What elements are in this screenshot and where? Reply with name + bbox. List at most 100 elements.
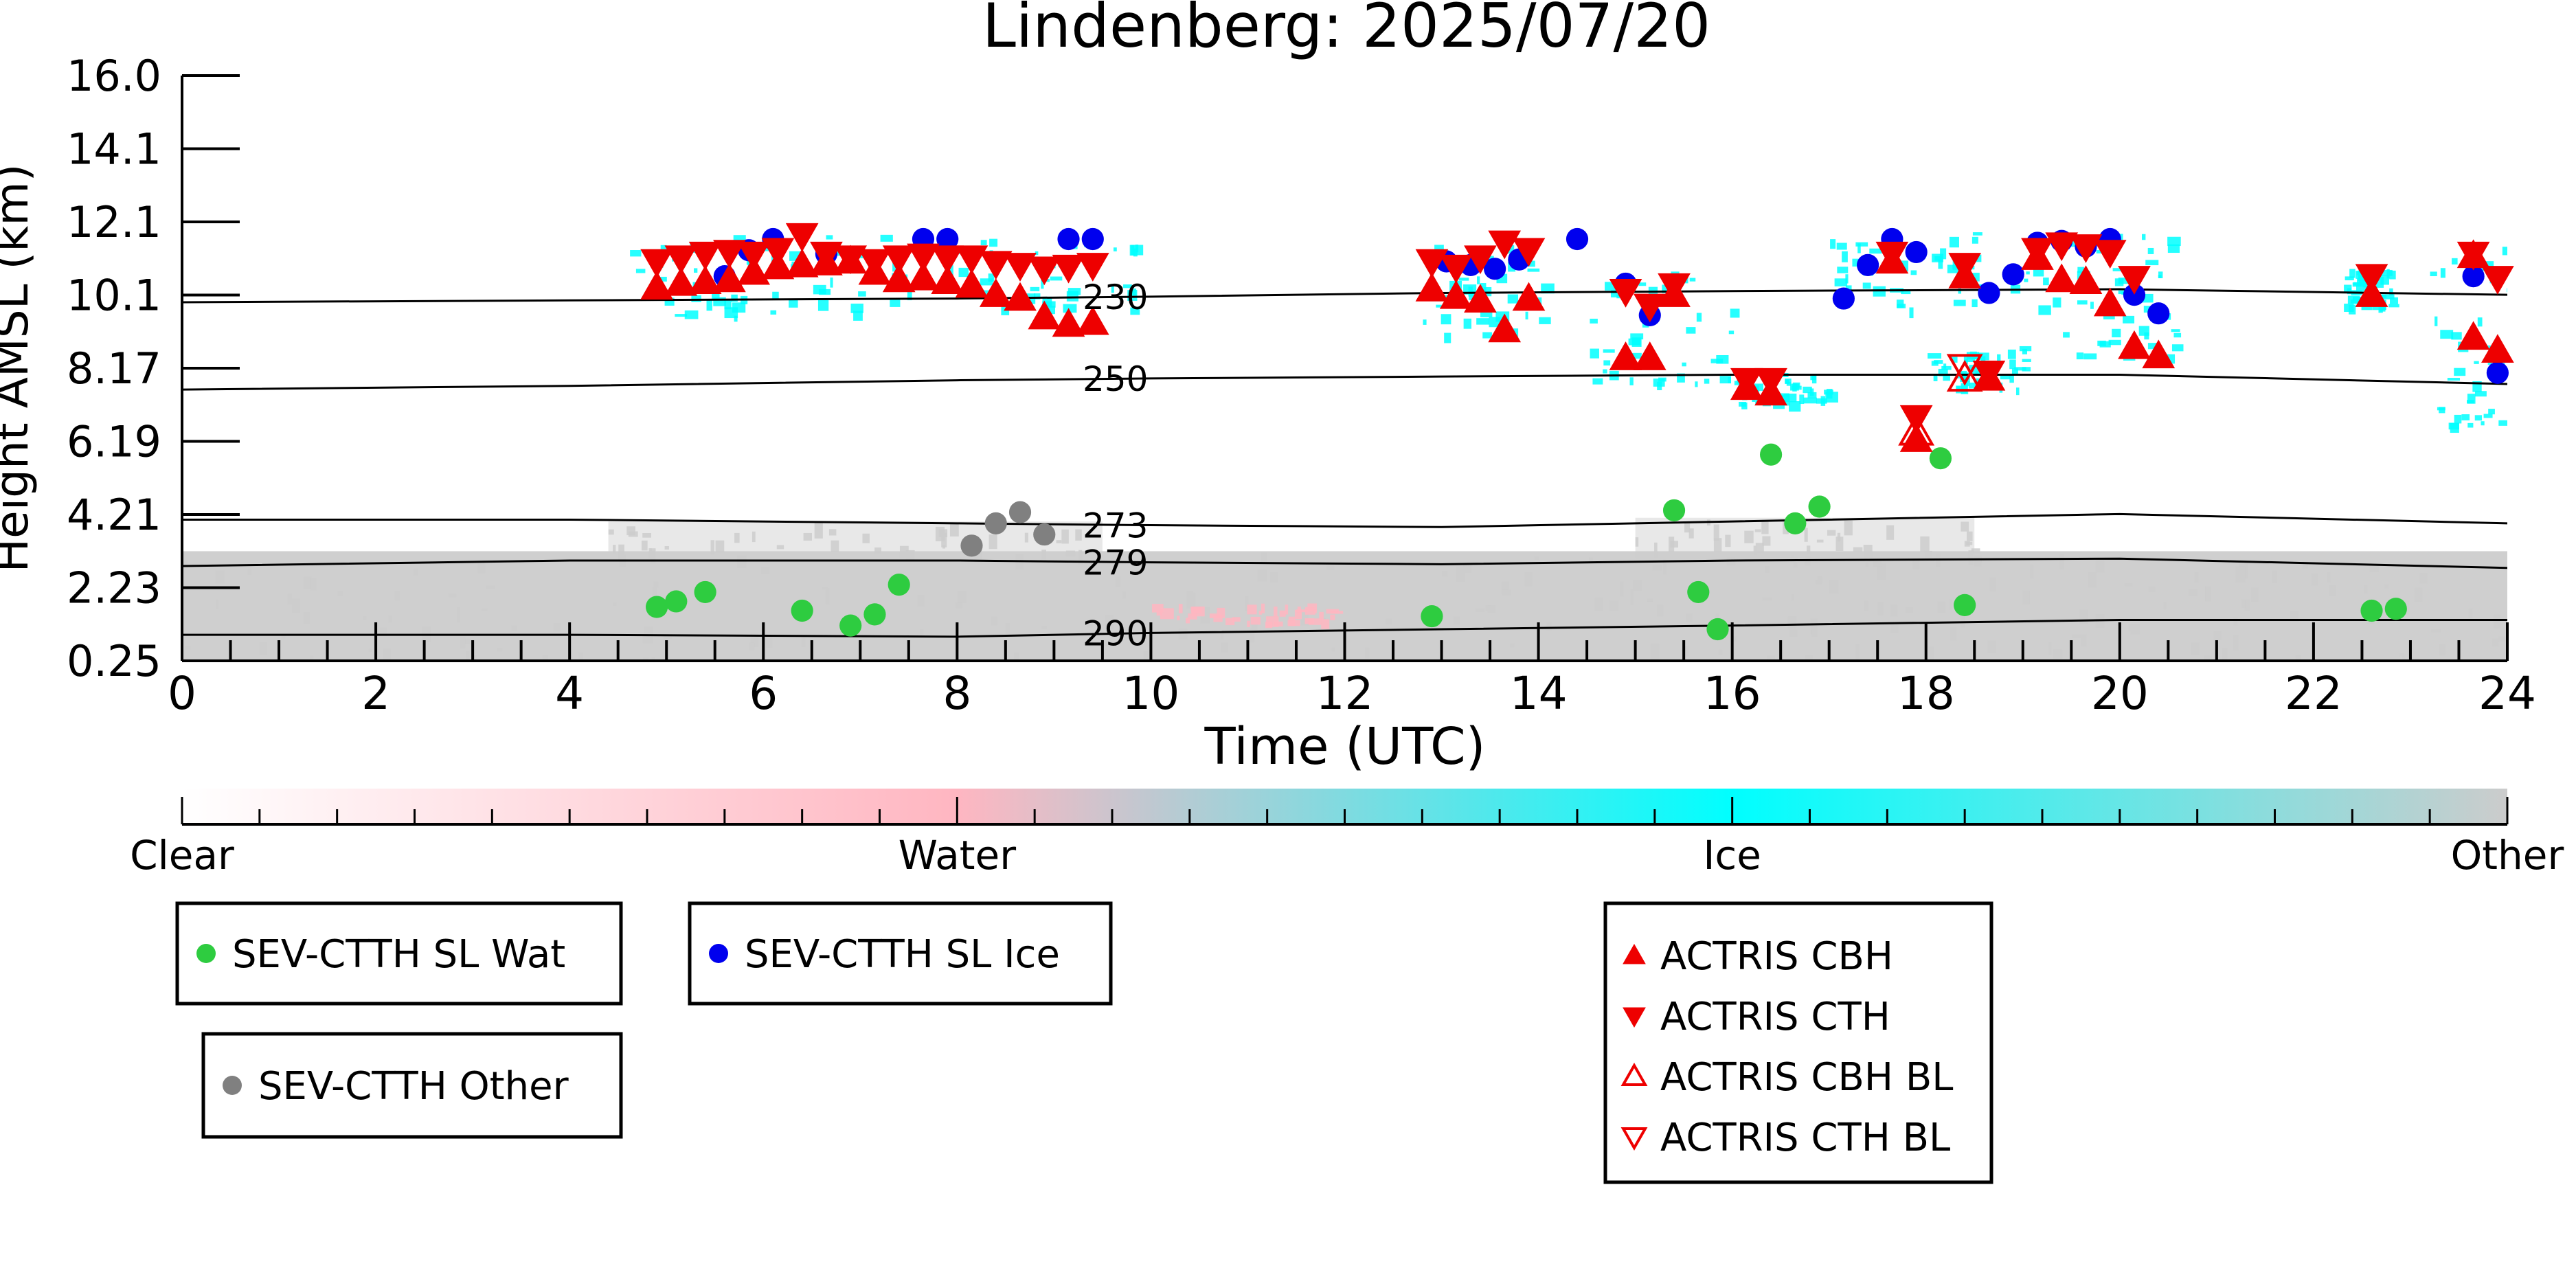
- cloud-pixel: [949, 522, 959, 536]
- data-point: [2002, 263, 2024, 286]
- data-point: [2118, 330, 2151, 359]
- cloud-pixel: [734, 315, 738, 322]
- cloud-pixel: [2076, 352, 2084, 360]
- cloud-pixel: [457, 607, 460, 623]
- cloud-pixel: [1754, 529, 1761, 532]
- data-point: [1784, 512, 1807, 534]
- cloud-pixel: [363, 616, 367, 620]
- cloud-pixel: [1638, 282, 1647, 286]
- legend-box-4: ACTRIS CBH ACTRIS CTH ACTRIS CBH BL ACTRIS …: [1603, 901, 1993, 1184]
- cloud-pixel: [1909, 307, 1914, 319]
- cloud-pixel: [1912, 558, 1920, 569]
- data-point: [1754, 368, 1787, 397]
- x-tick-label: 0: [168, 667, 196, 720]
- cloud-pixel: [626, 526, 635, 536]
- data-point: [785, 248, 819, 278]
- y-tick-label: 16.0: [67, 51, 161, 101]
- cloud-pixel: [1160, 608, 1174, 620]
- data-point: [688, 265, 722, 294]
- cloud-pixel: [1610, 290, 1620, 297]
- data-point: [1439, 254, 1473, 284]
- cloud-pixel: [2352, 296, 2364, 302]
- cloud-pixel: [1296, 609, 1307, 613]
- x-tick-label: 12: [1316, 667, 1374, 720]
- cloud-pixel: [1143, 651, 1148, 661]
- data-point: [2093, 287, 2127, 317]
- cloud-pixel: [1663, 559, 1667, 575]
- cloud-pixel: [2205, 586, 2212, 602]
- data-point: [1954, 594, 1976, 616]
- data-point: [955, 269, 988, 298]
- legend-box-1: SEV-CTTH SL Wat: [175, 901, 623, 1006]
- cloud-pixel: [2454, 368, 2466, 376]
- cloud-pixel: [675, 314, 688, 317]
- cloud-pixel: [1677, 373, 1685, 383]
- data-point: [2456, 321, 2490, 350]
- cloud-pixel: [511, 625, 518, 631]
- cloud-pixel: [1937, 601, 1945, 613]
- data-point: [761, 238, 795, 267]
- cloud-pixel: [2492, 638, 2499, 647]
- cloud-pixel: [466, 651, 470, 661]
- cloud-pixel: [1689, 278, 1696, 282]
- cloud-pixel: [750, 633, 758, 647]
- cloud-pixel: [1156, 611, 1162, 616]
- data-point: [713, 263, 746, 293]
- cloud-pixel: [2158, 275, 2162, 278]
- cloud-pixel: [2390, 297, 2398, 304]
- cloud-pixel: [481, 608, 488, 611]
- cloud-pixel: [1245, 596, 1249, 611]
- cloud-pixel: [1869, 248, 1882, 254]
- cloud-pixel: [650, 548, 656, 564]
- cloud-pixel: [955, 602, 962, 609]
- cloud-pixel: [1620, 581, 1624, 597]
- cloud-pixel: [1065, 550, 1076, 557]
- data-point: [1488, 313, 1522, 343]
- cloud-pixel: [1304, 607, 1315, 615]
- cloud-pixel: [2171, 329, 2180, 332]
- y-tick-label: 12.1: [67, 197, 161, 247]
- cloud-pixel: [1920, 536, 1930, 553]
- cloud-pixel: [2022, 349, 2027, 354]
- cloud-pixel: [1792, 385, 1802, 390]
- cloud-pixel: [1767, 655, 1775, 661]
- cloud-pixel: [460, 636, 466, 648]
- cloud-pixel: [1810, 618, 1818, 635]
- cloud-pixel: [1603, 369, 1607, 374]
- data-point: [2147, 302, 2170, 325]
- cloud-pixel: [1820, 396, 1826, 406]
- cloud-pixel: [1629, 352, 1642, 359]
- cloud-pixel: [1047, 306, 1056, 315]
- cloud-pixel: [1014, 652, 1019, 661]
- cloud-pixel: [613, 602, 617, 606]
- cloud-pixel: [2194, 572, 2199, 583]
- cloud-pixel: [380, 627, 387, 636]
- cloud-pixel: [1444, 332, 1451, 343]
- cloud-pixel: [2059, 554, 2064, 570]
- cloud-pixel: [2452, 258, 2458, 265]
- cloud-pixel: [752, 531, 756, 543]
- cloud-pixel: [1963, 354, 1976, 363]
- cloud-pixel: [1340, 657, 1344, 661]
- x-tick-label: 24: [2478, 667, 2536, 720]
- data-point: [984, 512, 1007, 534]
- cloud-pixel: [2191, 642, 2200, 655]
- cloud-pixel: [1730, 308, 1740, 318]
- data-point: [1609, 279, 1642, 308]
- cloud-pixel: [2467, 422, 2474, 428]
- cloud-pixel: [1633, 580, 1642, 591]
- data-point: [1415, 273, 1449, 302]
- cloud-pixel: [1969, 351, 1977, 355]
- cloud-pixel: [1670, 541, 1678, 548]
- cloud-pixel: [643, 657, 649, 661]
- cloud-pixel: [1987, 640, 1996, 653]
- data-point: [936, 227, 959, 251]
- cloud-pixel: [1066, 291, 1078, 302]
- cloud-pixel: [1434, 245, 1444, 251]
- cloud-pixel: [1789, 401, 1801, 412]
- cloud-pixel: [2439, 644, 2446, 656]
- cloud-pixel: [1739, 401, 1746, 407]
- cloud-pixel: [1456, 566, 1465, 583]
- cloud-pixel: [2272, 570, 2277, 583]
- cloud-pixel: [1308, 618, 1322, 625]
